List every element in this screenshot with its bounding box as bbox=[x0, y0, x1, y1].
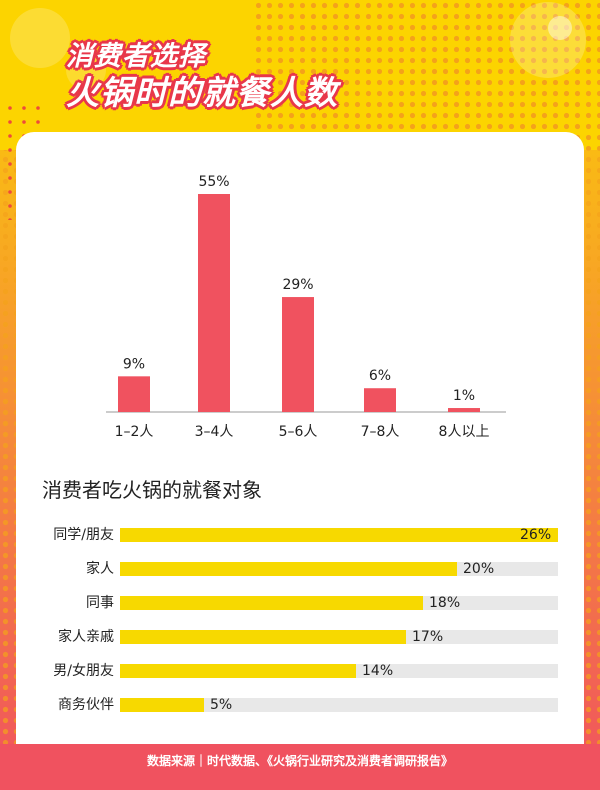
category-label: 男/女朋友 bbox=[53, 663, 114, 679]
category-label: 家人 bbox=[86, 561, 114, 577]
bar-value-label: 18% bbox=[429, 595, 461, 611]
bar bbox=[282, 297, 314, 412]
bar bbox=[448, 408, 480, 412]
bar-value-label: 5% bbox=[210, 697, 233, 713]
bar-track bbox=[120, 528, 558, 542]
bar bbox=[118, 376, 150, 412]
bar bbox=[120, 698, 204, 712]
bar-track bbox=[120, 596, 558, 610]
party-size-bar-chart: 9% 1–2人 55% 3–4人 29% 5–6人 6% 7–8人 1% 8人以上 bbox=[106, 174, 506, 440]
bar-row: 商务伙伴 5% bbox=[0, 696, 600, 714]
bar-row: 家人亲戚 17% bbox=[0, 628, 600, 646]
bar bbox=[198, 194, 230, 412]
bar-value-label: 55% bbox=[198, 174, 229, 190]
bar-row: 家人 20% bbox=[0, 560, 600, 578]
source-note: 数据来源｜时代数据、《火锅行业研究及消费者调研报告》 bbox=[146, 754, 453, 768]
bar bbox=[120, 630, 406, 644]
category-label: 5–6人 bbox=[279, 424, 318, 440]
page-title-line2: 火锅时的就餐人数 bbox=[66, 73, 338, 112]
bar bbox=[120, 562, 457, 576]
bar-row: 同学/朋友 26% bbox=[0, 526, 600, 544]
bubble-decoration bbox=[510, 2, 586, 78]
bar-track bbox=[120, 664, 558, 678]
bar bbox=[120, 528, 558, 542]
bar-row: 男/女朋友 14% bbox=[0, 662, 600, 680]
page-title-line1: 消费者选择 bbox=[66, 41, 206, 72]
category-label: 商务伙伴 bbox=[58, 697, 114, 713]
bar-value-label: 29% bbox=[282, 277, 313, 293]
bar-value-label: 9% bbox=[123, 356, 145, 372]
bar-track bbox=[120, 562, 558, 576]
bar-value-label: 14% bbox=[362, 663, 394, 679]
category-label: 同学/朋友 bbox=[53, 527, 114, 543]
bar bbox=[120, 596, 423, 610]
bar-value-label: 1% bbox=[453, 388, 475, 404]
category-label: 同事 bbox=[86, 595, 114, 611]
bar-value-label: 20% bbox=[463, 561, 495, 577]
category-label: 3–4人 bbox=[195, 424, 234, 440]
category-label: 家人亲戚 bbox=[58, 629, 114, 645]
category-label: 8人以上 bbox=[439, 424, 490, 440]
category-label: 7–8人 bbox=[361, 424, 400, 440]
bar-track bbox=[120, 630, 558, 644]
bar-value-label: 6% bbox=[369, 368, 391, 384]
companion-chart-title: 消费者吃火锅的就餐对象 bbox=[42, 478, 262, 502]
footer-bar: 数据来源｜时代数据、《火锅行业研究及消费者调研报告》 bbox=[0, 744, 600, 790]
bubble-decoration bbox=[10, 8, 70, 68]
bar-track bbox=[120, 698, 558, 712]
category-label: 1–2人 bbox=[115, 424, 154, 440]
bar bbox=[364, 388, 396, 412]
bar bbox=[120, 664, 356, 678]
bar-row: 同事 18% bbox=[0, 594, 600, 612]
bar-value-label: 17% bbox=[412, 629, 444, 645]
bar-value-label: 26% bbox=[520, 527, 552, 543]
